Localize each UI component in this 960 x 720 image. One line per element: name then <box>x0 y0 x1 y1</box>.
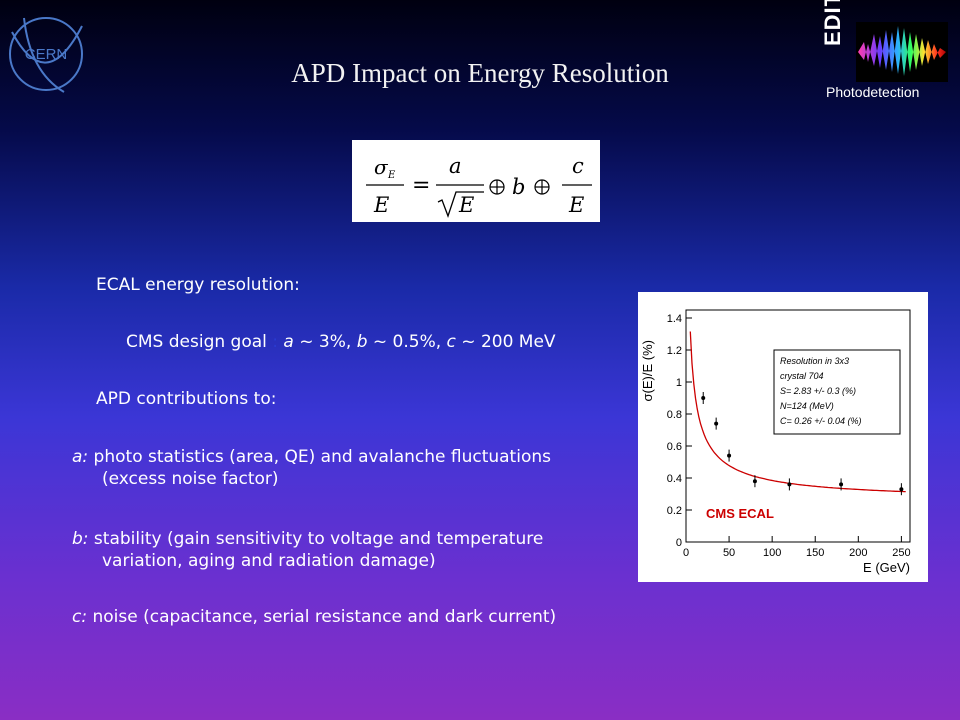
x-tick-label: 100 <box>763 547 781 559</box>
y-tick-label: 1.4 <box>667 313 682 325</box>
y-axis-label: σ(E)/E (%) <box>640 340 655 401</box>
goal-a: a <box>283 332 294 352</box>
legend-line: S= 2.83 +/- 0.3 (%) <box>780 386 856 396</box>
formula-b: b <box>512 175 525 199</box>
cms-goal: CMS design goal : a ~ 3%, b ~ 0.5%, c ~ … <box>126 331 556 353</box>
bullet-line2: (excess noise factor) <box>102 469 279 489</box>
list-item: a: photo statistics (area, QE) and avala… <box>72 446 632 490</box>
bullet-line1: stability (gain sensitivity to voltage a… <box>88 529 544 549</box>
bullet-line2: variation, aging and radiation damage) <box>102 551 436 571</box>
bullet-key: a: <box>72 447 89 467</box>
legend-line: N=124 (MeV) <box>780 401 834 411</box>
list-item: c: noise (capacitance, serial resistance… <box>72 606 632 628</box>
goal-c: c <box>446 332 456 352</box>
data-point <box>727 453 732 458</box>
page-title: APD Impact on Energy Resolution <box>291 58 669 88</box>
formula-lhs-den: E <box>373 193 389 217</box>
bullet-line1: photo statistics (area, QE) and avalanch… <box>88 447 551 467</box>
spectrum-icon <box>856 22 948 82</box>
y-tick-label: 1 <box>676 377 682 389</box>
y-tick-label: 1.2 <box>667 345 682 357</box>
formula-sigma-sub: E <box>387 170 396 181</box>
formula-c: c <box>572 154 584 178</box>
x-tick-label: 250 <box>892 547 910 559</box>
goal-c-value: ~ 200 MeV <box>455 332 556 352</box>
formula-c-den: E <box>568 193 584 217</box>
edit-logo: EDIT Photodetection <box>820 0 954 102</box>
x-tick-label: 200 <box>849 547 867 559</box>
apd-contributions-label: APD contributions to: <box>96 389 277 409</box>
x-tick-label: 50 <box>723 547 735 559</box>
svg-text:=: = <box>412 173 430 198</box>
data-point <box>787 482 792 487</box>
legend-line: crystal 704 <box>780 371 824 381</box>
data-point <box>701 396 706 400</box>
formula-a: a <box>449 154 462 178</box>
chart-annotation: CMS ECAL <box>706 506 774 521</box>
cms-goal-sep: : <box>272 332 279 352</box>
bullet-line1: noise (capacitance, serial resistance an… <box>87 607 557 627</box>
bullet-key: b: <box>72 529 89 549</box>
goal-a-value: ~ 3%, <box>293 332 357 352</box>
ecal-label: ECAL energy resolution: <box>96 275 300 295</box>
bullet-key: c: <box>72 607 88 627</box>
y-tick-label: 0 <box>676 537 682 549</box>
resolution-chart: 0 50 100 150 200 250 0 0.2 0.4 0.6 0.8 1 1.2 1.4 E (Ge… <box>638 292 928 582</box>
data-point <box>714 421 719 426</box>
goal-b-value: ~ 0.5%, <box>367 332 447 352</box>
formula-sigma: σ <box>374 155 389 179</box>
cms-goal-label: CMS design goal <box>126 332 267 352</box>
edit-logo-caption: Photodetection <box>826 84 920 100</box>
data-point <box>752 479 757 484</box>
cern-logo: CERN <box>9 17 83 93</box>
x-tick-label: 150 <box>806 547 824 559</box>
x-axis-label: E (GeV) <box>863 560 910 575</box>
y-tick-label: 0.2 <box>667 505 682 517</box>
legend-box <box>773 349 901 435</box>
y-tick-label: 0.8 <box>667 409 682 421</box>
legend-line: C= 0.26 +/- 0.04 (%) <box>780 416 862 426</box>
y-tick-label: 0.6 <box>667 441 682 453</box>
formula-sqrtE: E <box>458 193 474 217</box>
legend-line: Resolution in 3x3 <box>780 356 849 366</box>
list-item: b: stability (gain sensitivity to voltag… <box>72 528 632 572</box>
fit-curve <box>689 331 906 493</box>
data-point <box>839 482 844 487</box>
resolution-formula: σ E E = a E b c E <box>352 140 600 222</box>
data-point <box>899 487 904 492</box>
x-tick-label: 0 <box>683 547 689 559</box>
goal-b: b <box>356 332 368 352</box>
svg-text:CERN: CERN <box>25 46 68 63</box>
y-tick-label: 0.4 <box>667 473 682 485</box>
plot-frame <box>685 309 911 543</box>
edit-logo-text: EDIT <box>820 0 845 46</box>
